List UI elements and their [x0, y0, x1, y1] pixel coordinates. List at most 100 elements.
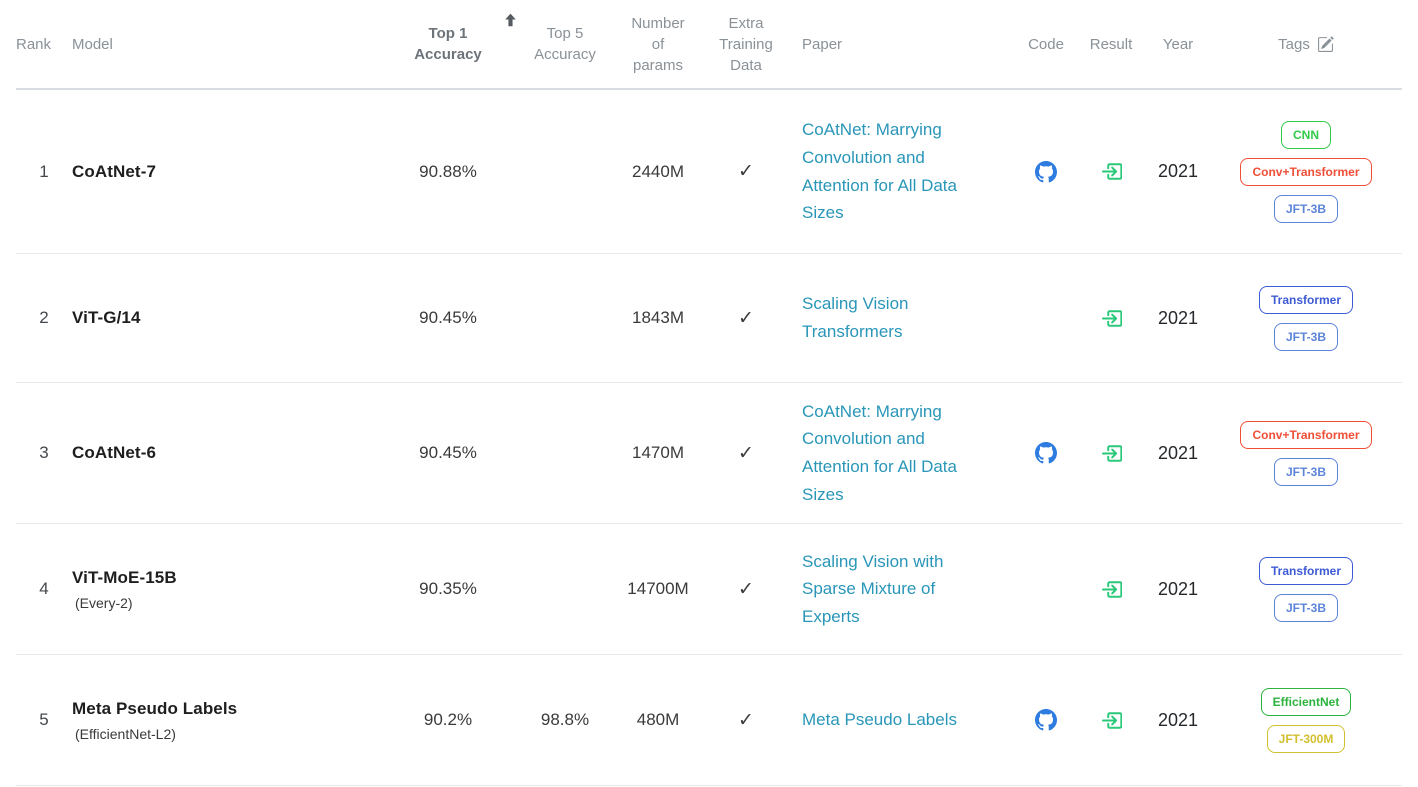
checkmark-icon: ✓	[738, 578, 754, 600]
column-header-year[interactable]: Year	[1162, 35, 1194, 53]
result-link-icon[interactable]	[1101, 443, 1122, 464]
extra-training-data-cell: ✓	[706, 709, 786, 732]
tags-cell: Transformer JFT-3B	[1210, 543, 1402, 636]
tag-pill[interactable]: JFT-3B	[1273, 593, 1338, 622]
params-value: 1843M	[632, 308, 684, 327]
column-header-extra-training-data[interactable]: Extra Training Data	[719, 14, 773, 74]
top1-accuracy-value: 90.2%	[423, 710, 473, 729]
extra-training-data-cell: ✓	[706, 307, 786, 330]
top1-accuracy-value: 90.88%	[419, 161, 477, 181]
model-cell: ViT-MoE-15B (Every-2)	[72, 568, 396, 611]
result-cell	[1076, 710, 1146, 731]
pencil-square-icon[interactable]	[1317, 36, 1334, 53]
row-rank: 1	[39, 161, 49, 181]
top1-accuracy-value: 90.45%	[419, 443, 477, 462]
year-value: 2021	[1157, 307, 1199, 328]
paper-cell: CoAtNet: Marrying Convolution and Attent…	[786, 398, 1016, 508]
params-value: 2440M	[632, 161, 684, 181]
top1-accuracy-value: 90.35%	[419, 579, 477, 598]
model-note: (EfficientNet-L2)	[75, 725, 176, 742]
github-icon[interactable]	[1035, 709, 1057, 731]
year-value: 2021	[1157, 709, 1199, 730]
model-cell: ViT-G/14	[72, 308, 396, 328]
table-header-row: Rank Model Top 1 Accuracy Top 5 Accuracy…	[16, 0, 1402, 90]
checkmark-icon: ✓	[738, 709, 754, 731]
top5-accuracy-value: 98.8%	[540, 710, 590, 729]
result-link-icon[interactable]	[1101, 161, 1122, 182]
tag-pill[interactable]: Transformer	[1258, 285, 1354, 314]
extra-training-data-cell: ✓	[706, 160, 786, 183]
tags-cell: CNN Conv+Transformer JFT-3B	[1210, 107, 1402, 237]
column-header-tags[interactable]: Tags	[1210, 34, 1402, 55]
sort-arrow-icon[interactable]	[500, 0, 520, 28]
tags-cell: Transformer JFT-3B	[1210, 272, 1402, 365]
params-value: 480M	[636, 710, 680, 729]
year-value: 2021	[1157, 578, 1199, 599]
result-link-icon[interactable]	[1101, 579, 1122, 600]
paper-link[interactable]: Scaling Vision with Sparse Mixture of Ex…	[802, 551, 944, 626]
table-row: 5 Meta Pseudo Labels (EfficientNet-L2) 90.2…	[16, 655, 1402, 786]
checkmark-icon: ✓	[738, 161, 754, 182]
row-rank: 4	[39, 579, 49, 598]
tag-pill[interactable]: CNN	[1281, 120, 1331, 149]
column-header-result[interactable]: Result	[1089, 35, 1133, 53]
table-body: 1 CoAtNet-7 90.88% 2440M ✓ CoAtNet: Marrying …	[16, 90, 1402, 786]
tag-pill[interactable]: Transformer	[1258, 556, 1354, 585]
table-row: 2 ViT-G/14 90.45% 1843M ✓ Scaling Vision Tran…	[16, 254, 1402, 383]
model-cell: CoAtNet-7	[72, 162, 396, 182]
result-link-icon[interactable]	[1101, 710, 1122, 731]
code-cell	[1016, 442, 1076, 464]
paper-cell: Scaling Vision with Sparse Mixture of Ex…	[786, 548, 1016, 631]
checkmark-icon: ✓	[738, 307, 754, 329]
column-header-top5-accuracy[interactable]: Top 5 Accuracy	[534, 25, 596, 63]
column-header-top1-accuracy[interactable]: Top 1 Accuracy	[414, 25, 482, 63]
params-value: 14700M	[627, 579, 689, 598]
tag-pill[interactable]: JFT-300M	[1266, 724, 1346, 753]
column-header-paper[interactable]: Paper	[802, 35, 843, 53]
model-name: ViT-G/14	[72, 308, 141, 327]
model-note: (Every-2)	[75, 594, 133, 611]
checkmark-icon: ✓	[738, 442, 754, 464]
params-value: 1470M	[632, 443, 684, 462]
model-name: Meta Pseudo Labels	[72, 698, 238, 718]
tag-pill[interactable]: JFT-3B	[1273, 457, 1338, 486]
row-rank: 3	[39, 443, 49, 462]
result-cell	[1076, 443, 1146, 464]
tag-pill[interactable]: JFT-3B	[1273, 322, 1338, 351]
tag-pill[interactable]: Conv+Transformer	[1240, 157, 1372, 186]
row-rank: 2	[39, 308, 49, 327]
tag-pill[interactable]: EfficientNet	[1260, 687, 1352, 716]
model-name: CoAtNet-7	[72, 161, 157, 181]
result-link-icon[interactable]	[1101, 308, 1122, 329]
model-name: ViT-MoE-15B	[72, 567, 177, 587]
column-header-rank[interactable]: Rank	[16, 35, 52, 53]
model-name: CoAtNet-6	[72, 443, 157, 462]
model-cell: CoAtNet-6	[72, 443, 396, 463]
paper-link[interactable]: Meta Pseudo Labels	[802, 710, 957, 730]
paper-link[interactable]: Scaling Vision Transformers	[802, 294, 909, 341]
result-cell	[1076, 579, 1146, 600]
table-row: 3 CoAtNet-6 90.45% 1470M ✓ CoAtNet: Marrying …	[16, 383, 1402, 524]
tag-pill[interactable]: JFT-3B	[1273, 194, 1338, 223]
tag-pill[interactable]: Conv+Transformer	[1240, 420, 1372, 449]
table-row: 4 ViT-MoE-15B (Every-2) 90.35% 14700M ✓ Scalin…	[16, 524, 1402, 655]
github-icon[interactable]	[1035, 442, 1057, 464]
row-rank: 5	[39, 710, 49, 729]
paper-cell: Scaling Vision Transformers	[786, 290, 1016, 345]
paper-cell: Meta Pseudo Labels	[786, 706, 1016, 734]
column-header-params[interactable]: Number of params	[631, 14, 685, 74]
year-value: 2021	[1157, 161, 1199, 181]
year-value: 2021	[1157, 442, 1199, 463]
column-header-model[interactable]: Model	[72, 35, 113, 53]
paper-cell: CoAtNet: Marrying Convolution and Attent…	[786, 116, 1016, 226]
paper-link[interactable]: CoAtNet: Marrying Convolution and Attent…	[802, 120, 957, 223]
tags-cell: Conv+Transformer JFT-3B	[1210, 407, 1402, 500]
paper-link[interactable]: CoAtNet: Marrying Convolution and Attent…	[802, 401, 957, 504]
tags-cell: EfficientNet JFT-300M	[1210, 674, 1402, 767]
result-cell	[1076, 161, 1146, 182]
code-cell	[1016, 160, 1076, 183]
github-icon[interactable]	[1035, 160, 1057, 183]
top1-accuracy-value: 90.45%	[419, 308, 477, 327]
column-header-code[interactable]: Code	[1028, 35, 1064, 53]
